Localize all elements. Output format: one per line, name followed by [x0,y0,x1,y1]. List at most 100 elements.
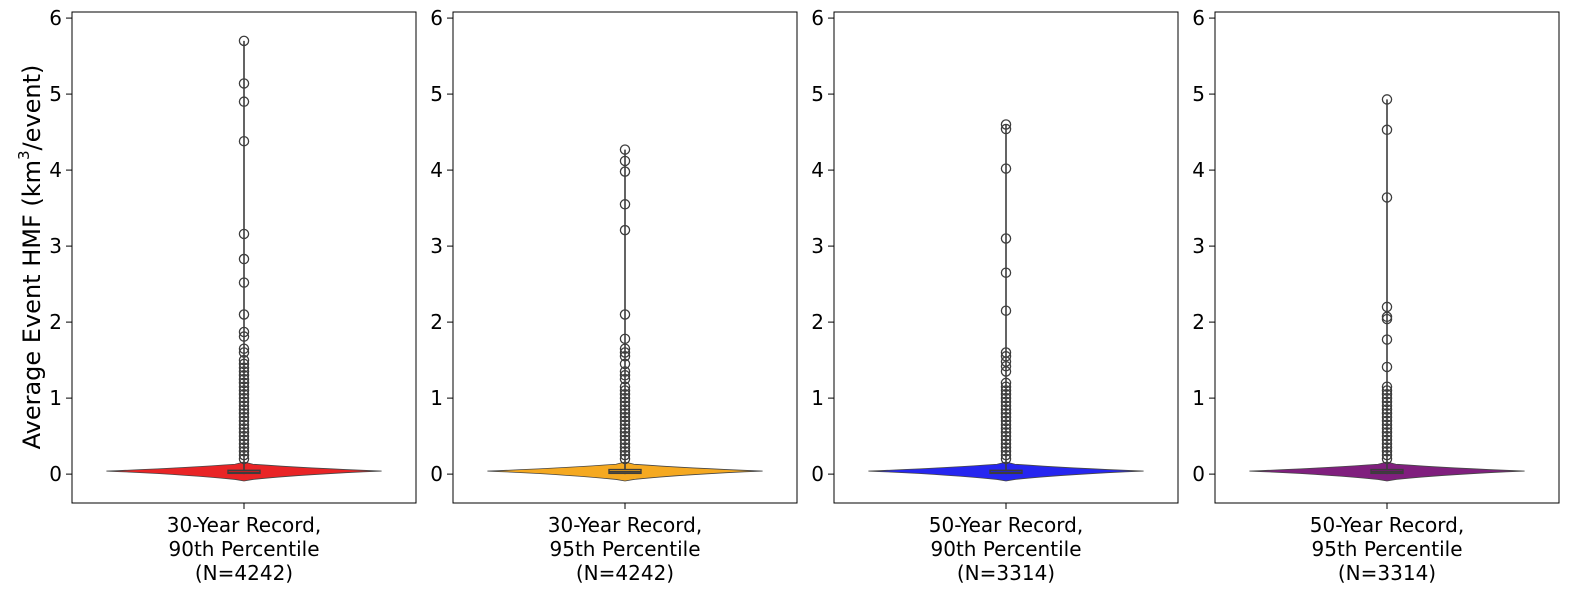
outlier-point-4-11 [1381,389,1393,400]
outlier-point-3-5 [1000,267,1012,278]
y-tick-label-4-0: 0 [1192,462,1205,486]
outlier-point-1-3 [238,96,250,107]
outlier-point-1-23 [238,392,250,404]
outlier-point-4-16 [1381,408,1393,419]
outlier-point-2-2 [619,155,631,167]
outlier-point-4-21 [1381,427,1393,438]
outlier-point-3-31 [1000,449,1012,461]
outlier-point-4-4 [1381,301,1393,313]
y-tick-label-2-5: 5 [430,82,443,106]
y-tick-label-2-6: 6 [430,6,443,30]
outlier-point-1-17 [238,370,250,381]
outlier-point-2-15 [619,381,631,392]
outlier-point-2-1 [619,144,631,155]
outlier-point-1-5 [238,228,250,240]
outlier-point-1-20 [238,381,250,392]
outlier-point-2-3 [619,166,631,177]
category-label-1-line-1: 30-Year Record, [167,513,321,537]
category-label-4-line-3: (N=3314) [1338,561,1436,585]
outlier-point-2-5 [619,224,631,236]
outlier-point-2-28 [619,430,631,442]
outlier-point-3-29 [1000,442,1012,453]
outlier-point-4-23 [1381,434,1393,446]
y-axis-label: Average Event HMF (km3/event) [15,65,47,450]
outlier-point-4-6 [1381,313,1393,325]
outlier-point-3-14 [1000,385,1012,396]
outlier-point-4-9 [1381,381,1393,392]
outlier-point-2-24 [619,415,631,427]
outlier-point-2-4 [619,199,631,210]
outlier-point-4-19 [1381,419,1393,430]
category-label-2-line-3: (N=4242) [576,561,674,585]
outlier-point-1-11 [238,343,250,354]
outlier-point-4-20 [1381,423,1393,434]
outlier-point-1-34 [238,434,250,446]
outlier-point-3-15 [1000,389,1012,400]
outlier-point-2-27 [619,427,631,438]
y-tick-label-4-5: 5 [1192,82,1205,106]
outlier-point-3-4 [1000,233,1012,244]
outlier-point-4-22 [1381,430,1393,442]
outlier-point-4-25 [1381,442,1393,453]
category-label-4-line-1: 50-Year Record, [1310,513,1464,537]
y-tick-label-3-1: 1 [811,386,824,410]
outlier-point-3-2 [1000,123,1012,135]
outlier-point-4-1 [1381,94,1393,105]
outlier-point-3-30 [1000,446,1012,457]
outlier-point-1-25 [238,400,250,411]
outlier-point-4-28 [1381,453,1393,465]
outlier-point-2-26 [619,423,631,434]
outlier-point-2-18 [619,392,631,404]
y-tick-label-2-3: 3 [430,234,443,258]
outlier-point-3-21 [1000,411,1012,423]
outlier-point-1-36 [238,442,250,453]
y-tick-label-3-5: 5 [811,82,824,106]
outlier-point-4-2 [1381,124,1393,136]
outlier-point-1-30 [238,419,250,430]
outlier-point-1-10 [238,331,250,342]
outlier-point-2-30 [619,438,631,449]
y-tick-label-1-3: 3 [49,234,62,258]
y-tick-label-4-6: 6 [1192,6,1205,30]
outlier-point-2-12 [619,366,631,377]
y-tick-label-2-2: 2 [430,310,443,334]
outlier-point-2-19 [619,396,631,408]
outlier-point-1-37 [238,446,250,457]
y-tick-label-3-6: 6 [811,6,824,30]
outlier-point-1-8 [238,309,250,320]
outlier-point-1-22 [238,389,250,400]
outlier-point-2-9 [619,347,631,358]
outlier-point-3-13 [1000,381,1012,392]
outlier-point-3-8 [1000,351,1012,362]
outlier-point-1-29 [238,415,250,427]
outlier-point-4-15 [1381,404,1393,415]
outlier-point-4-12 [1381,392,1393,404]
y-tick-label-4-2: 2 [1192,310,1205,334]
category-label-3-line-2: 90th Percentile [931,537,1082,561]
outlier-point-1-26 [238,404,250,415]
outlier-point-2-10 [619,351,631,362]
outlier-point-1-19 [238,377,250,389]
outlier-point-2-29 [619,434,631,446]
outlier-point-3-23 [1000,419,1012,430]
outlier-point-1-2 [238,78,250,89]
y-tick-label-2-1: 1 [430,386,443,410]
y-tick-label-3-2: 2 [811,310,824,334]
y-tick-label-1-0: 0 [49,462,62,486]
outlier-point-3-28 [1000,438,1012,449]
outlier-point-4-27 [1381,449,1393,461]
outlier-point-1-21 [238,385,250,396]
outlier-point-1-28 [238,411,250,423]
outlier-point-2-13 [619,370,631,381]
y-tick-label-3-4: 4 [811,158,824,182]
category-label-1-line-2: 90th Percentile [169,537,320,561]
y-tick-label-1-2: 2 [49,310,62,334]
outlier-point-3-20 [1000,408,1012,419]
outlier-point-3-19 [1000,404,1012,415]
outlier-point-2-14 [619,373,631,385]
outlier-point-4-8 [1381,361,1393,373]
outlier-point-2-33 [619,449,631,461]
outlier-point-1-27 [238,408,250,419]
y-tick-label-1-1: 1 [49,386,62,410]
